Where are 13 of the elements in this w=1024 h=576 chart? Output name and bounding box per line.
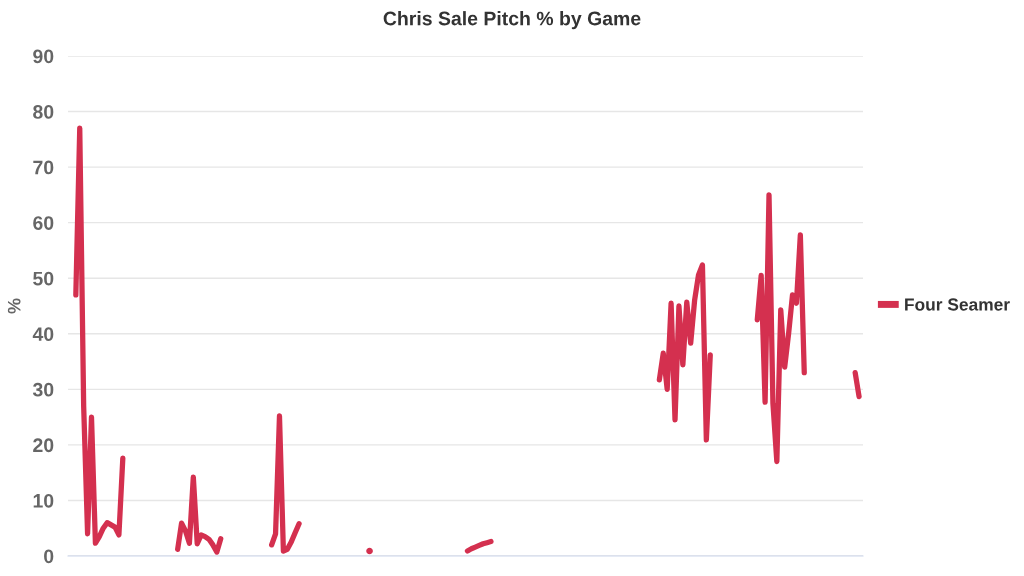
y-tick-label: 90 (33, 49, 54, 64)
y-tick-label: 10 (33, 493, 54, 508)
y-tick-label: 30 (32, 382, 54, 397)
legend-label: Four Seamer (905, 298, 1010, 311)
y-tick-label: 60 (33, 216, 54, 230)
y-tick-label: 50 (33, 271, 54, 286)
y-axis-title: % (7, 298, 21, 314)
y-tick-label: 70 (33, 160, 54, 175)
y-tick-label: 80 (33, 105, 54, 119)
y-tick-label: 20 (33, 438, 54, 453)
chart-title: Chris Sale Pitch % by Game (383, 11, 641, 30)
y-tick-label: 0 (44, 549, 54, 564)
y-tick-label: 40 (32, 327, 54, 342)
